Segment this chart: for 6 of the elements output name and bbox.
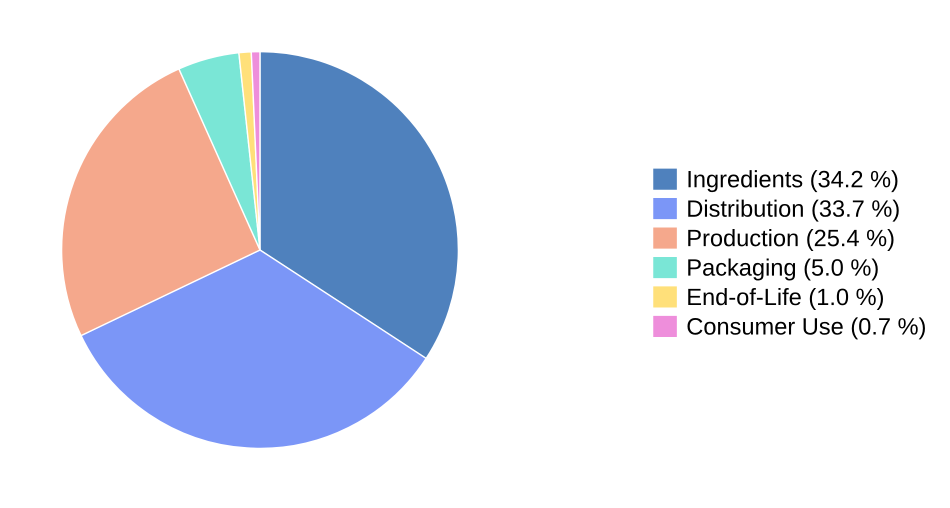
legend-label: Consumer Use (0.7 %) <box>688 317 925 340</box>
legend-label: End-of-Life (1.0 %) <box>688 288 883 310</box>
legend-label: Distribution (33.7 %) <box>688 200 899 222</box>
legend-label: Packaging (5.0 %) <box>688 258 878 281</box>
legend-label: Ingredients (34.2 %) <box>688 170 898 192</box>
legend-label: Production (25.4 %) <box>688 229 894 252</box>
